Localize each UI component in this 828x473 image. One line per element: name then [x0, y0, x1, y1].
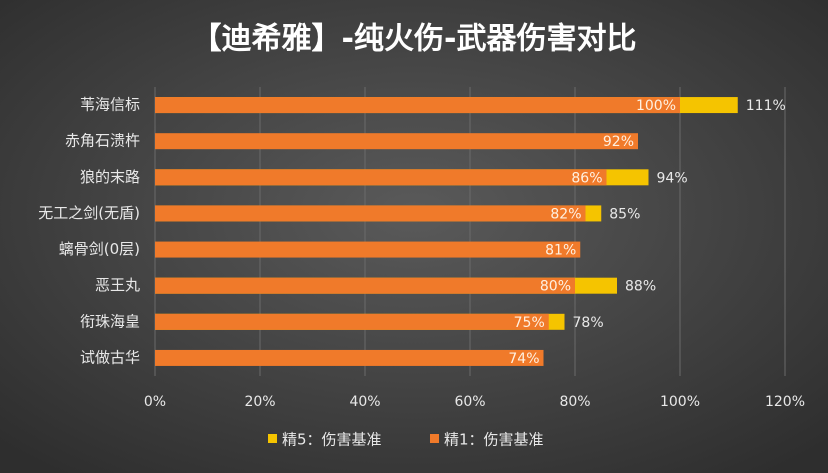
data-label: 74% [508, 351, 539, 367]
y-tick-label: 赤角石溃杵 [65, 132, 140, 150]
data-label: 94% [657, 170, 688, 186]
data-label: 92% [603, 134, 634, 150]
y-tick-label: 衔珠海皇 [80, 312, 140, 330]
data-label: 86% [571, 170, 602, 186]
x-tick-label: 20% [244, 394, 275, 410]
data-label: 75% [514, 315, 545, 331]
y-tick-label: 狼的末路 [80, 168, 140, 186]
x-tick-label: 80% [559, 394, 590, 410]
x-tick-label: 40% [349, 394, 380, 410]
bar [155, 169, 607, 186]
data-label: 88% [625, 279, 656, 295]
y-tick-label: 螭骨剑(0层) [59, 240, 140, 258]
data-label: 80% [540, 279, 571, 295]
data-label: 78% [573, 315, 604, 331]
legend-label: 精1：伤害基准 [444, 431, 544, 449]
chart-title: 【迪希雅】-纯火伤-武器伤害对比 [192, 22, 637, 57]
data-label: 111% [746, 98, 786, 114]
y-tick-label: 苇海信标 [80, 96, 140, 114]
x-tick-label: 60% [454, 394, 485, 410]
x-tick-label: 100% [660, 394, 700, 410]
x-tick-label: 0% [144, 394, 166, 410]
data-label: 100% [636, 98, 676, 114]
y-tick-label: 无工之剑(无盾) [38, 204, 140, 222]
data-label: 82% [550, 206, 581, 222]
bar [155, 313, 549, 330]
y-tick-label: 恶王丸 [95, 276, 140, 294]
bar [155, 241, 581, 258]
y-tick-label: 试做古华 [80, 348, 140, 366]
data-label: 85% [609, 206, 640, 222]
bar [155, 205, 586, 222]
legend-swatch [430, 434, 439, 443]
bar [155, 97, 680, 114]
legend-swatch [268, 434, 277, 443]
bar [155, 349, 544, 366]
legend-label: 精5：伤害基准 [282, 431, 382, 449]
bar [155, 277, 575, 294]
bar [155, 133, 638, 150]
x-tick-label: 120% [765, 394, 805, 410]
data-label: 81% [545, 243, 576, 259]
